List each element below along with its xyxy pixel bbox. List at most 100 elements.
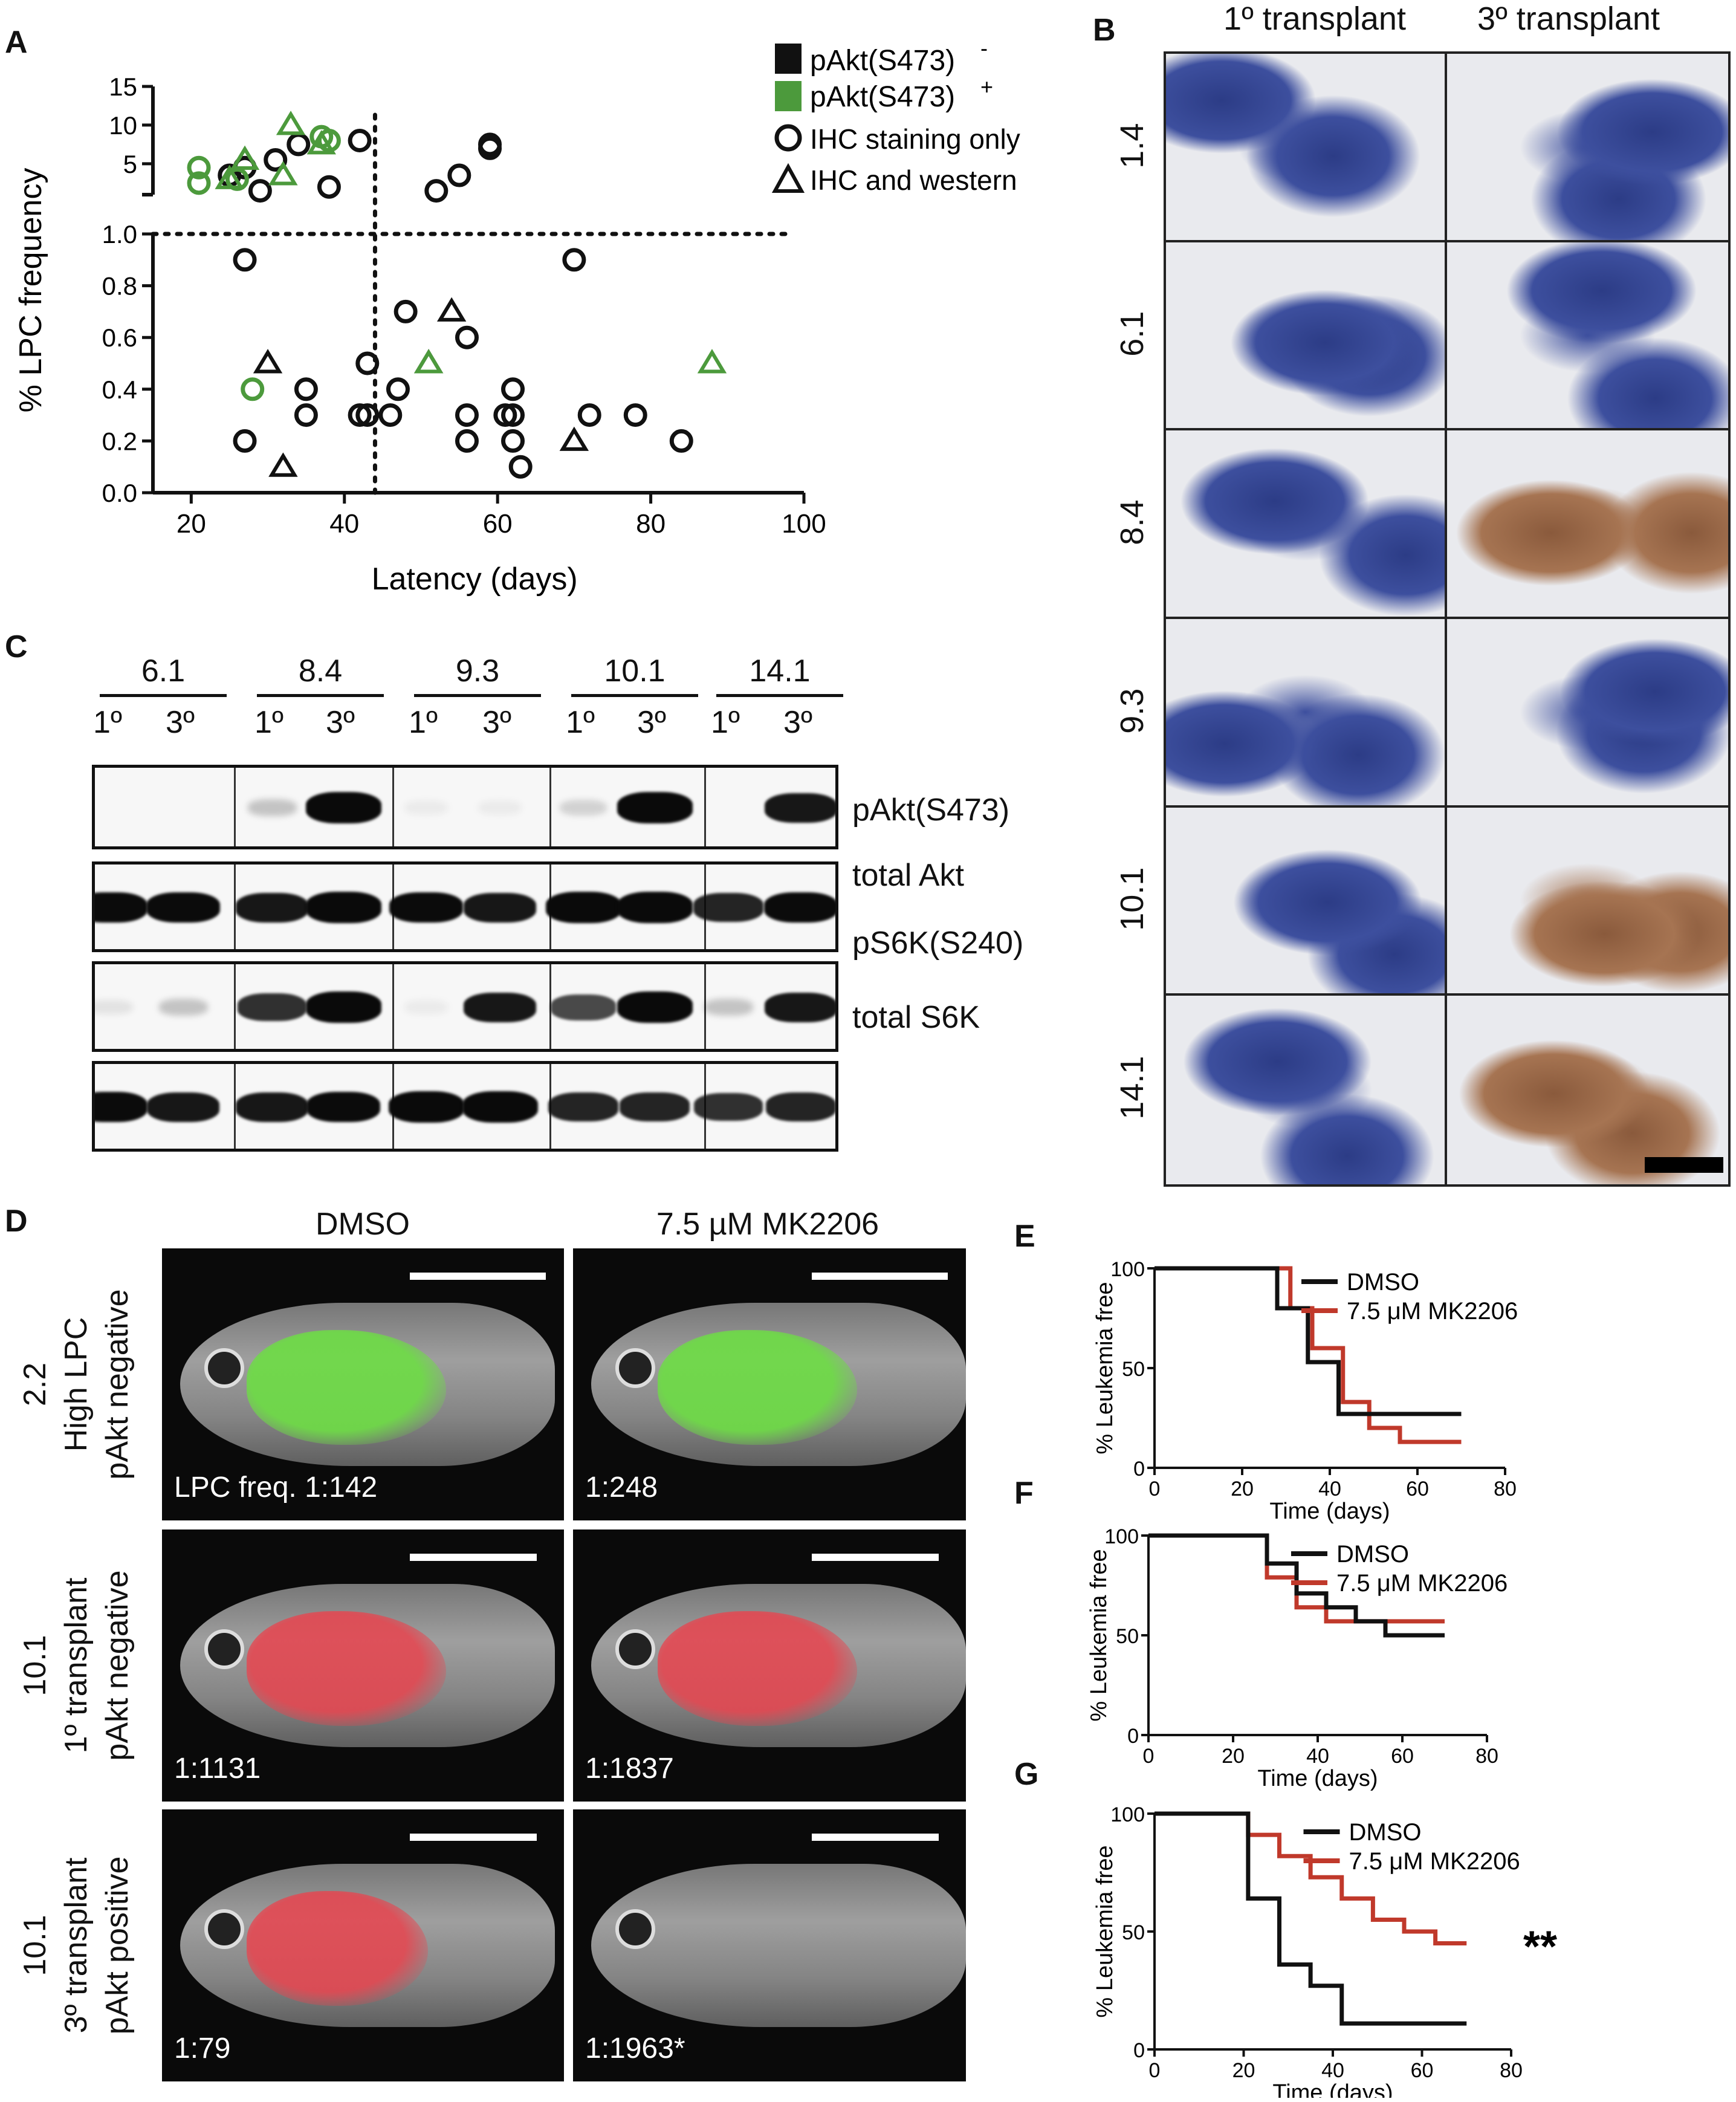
data-point-circle xyxy=(394,299,418,323)
blot-band xyxy=(236,892,308,923)
x-tick-label: 60 xyxy=(1406,1478,1429,1500)
y-tick-label: 1.0 xyxy=(102,220,137,248)
panel-label-g: G xyxy=(1014,1757,1039,1792)
blot-band xyxy=(247,799,297,816)
ihc-3o-tile-10.1 xyxy=(1447,807,1728,996)
scale-bar xyxy=(1645,1157,1723,1173)
data-point-circle xyxy=(233,248,257,272)
blot-lane-3o: 3º xyxy=(326,705,355,740)
ihc-row-label: 1.4 xyxy=(1114,123,1150,169)
blot-band xyxy=(404,800,449,815)
fish-row-label: 10.1 xyxy=(18,1635,53,1696)
data-point-circle xyxy=(264,148,288,172)
legend-circle-icon xyxy=(774,124,802,152)
fish-row-label: High LPC xyxy=(59,1317,94,1452)
scale-bar xyxy=(410,1554,537,1561)
fish-row-label: 10.1 xyxy=(18,1915,53,1976)
lpc-frequency-text: 1:79 xyxy=(174,2032,231,2065)
ihc-3o-tile-14.1 xyxy=(1447,996,1728,1184)
blot-band xyxy=(306,1091,381,1123)
x-axis-label: Time (days) xyxy=(1257,1766,1378,1791)
blot-band xyxy=(305,792,381,823)
ihc-1o-tile-8.4 xyxy=(1166,430,1447,619)
ihc-3o-tile-6.1 xyxy=(1447,242,1728,431)
x-tick-label: 40 xyxy=(1321,2059,1344,2082)
y-tick-label: 50 xyxy=(1116,1625,1139,1648)
y-tick-label: 0.4 xyxy=(102,375,137,404)
blot-strip-ps6ks240 xyxy=(92,961,838,1052)
data-point-circle xyxy=(287,132,311,157)
survival-plots-efg: 0 50 100 0 20 40 60 80 Time (days) % Leukemia fre… xyxy=(1086,1258,1557,2098)
lpc-frequency-text: 1:1837 xyxy=(585,1753,674,1785)
blot-band xyxy=(765,992,835,1022)
fish-row-label: 1º transplant xyxy=(59,1577,94,1754)
data-point-triangle xyxy=(436,297,467,322)
ihc-3o-tile-8.4 xyxy=(1447,430,1728,619)
x-tick-label: 0 xyxy=(1149,1478,1161,1500)
blot-sample-10.1: 10.1 xyxy=(604,654,666,689)
fish-image-mk2206: 1:1963* xyxy=(573,1809,966,2081)
legend-swatch-positive xyxy=(775,81,802,111)
survival-curve-dmso xyxy=(1155,1266,1462,1416)
ihc-row-label: 14.1 xyxy=(1114,1056,1150,1120)
x-tick-label: 40 xyxy=(329,509,359,539)
blot-band xyxy=(238,993,306,1021)
blot-band xyxy=(545,892,621,923)
data-point-circle xyxy=(478,136,502,160)
blot-lane-1o: 1º xyxy=(566,705,595,740)
fish-row-label: 3º transplant xyxy=(59,1857,94,2034)
scale-bar xyxy=(812,1273,948,1280)
fish-image-mk2206: 1:248 xyxy=(573,1248,966,1520)
blot-band xyxy=(478,800,522,815)
blot-band xyxy=(236,1092,308,1122)
blot-lane-3o: 3º xyxy=(482,705,511,740)
legend-dmso: DMSO xyxy=(1349,1819,1422,1846)
x-tick-label: 20 xyxy=(177,509,206,539)
data-point-circle xyxy=(355,403,380,427)
scale-bar xyxy=(812,1554,939,1561)
blot-sample-8.4: 8.4 xyxy=(298,654,343,689)
y-tick-label: 100 xyxy=(1110,1258,1145,1281)
ihc-row-label: 10.1 xyxy=(1114,867,1150,932)
panel-label-e: E xyxy=(1014,1219,1035,1254)
panel-label-b: B xyxy=(1093,13,1116,48)
blot-band xyxy=(462,1091,538,1123)
ihc-1o-tile-6.1 xyxy=(1166,242,1447,431)
data-point-circle xyxy=(355,351,380,375)
data-point-circle xyxy=(455,403,479,427)
blot-band xyxy=(305,892,381,923)
significance-marker: ** xyxy=(1523,1923,1557,1971)
ihc-3o-tile-1.4 xyxy=(1447,54,1728,242)
legend-ihc-western: IHC and western xyxy=(810,164,1017,196)
data-point-circle xyxy=(669,429,693,453)
blot-lane-1o: 1º xyxy=(93,705,122,740)
lpc-frequency-text: 1:248 xyxy=(585,1471,658,1504)
blot-sample-underline xyxy=(414,694,541,697)
svg-text:-: - xyxy=(980,36,988,60)
data-point-triangle xyxy=(559,426,589,451)
data-point-circle xyxy=(493,403,517,427)
data-point-circle xyxy=(501,429,525,453)
data-point-circle xyxy=(294,403,318,427)
y-tick-label: 50 xyxy=(1122,1358,1145,1381)
data-point-circle xyxy=(623,403,647,427)
x-axis-label: Latency (days) xyxy=(372,562,578,597)
panel-label-d: D xyxy=(5,1204,28,1239)
blot-band xyxy=(95,999,134,1015)
data-point-circle xyxy=(378,403,403,427)
x-tick-label: 0 xyxy=(1149,2059,1161,2082)
blot-lane-3o: 3º xyxy=(166,705,195,740)
y-tick-label: 0 xyxy=(1127,1725,1139,1748)
x-tick-label: 80 xyxy=(1500,2059,1523,2082)
lpc-frequency-text: 1:1131 xyxy=(174,1753,261,1785)
fish-image-dmso: LPC freq. 1:142 xyxy=(162,1248,564,1520)
data-point-triangle xyxy=(268,452,298,477)
fish-image-dmso: 1:1131 xyxy=(162,1529,564,1802)
blot-band xyxy=(693,893,764,922)
fish-col-dmso: DMSO xyxy=(316,1207,410,1242)
ihc-1o-tile-10.1 xyxy=(1166,807,1447,996)
blot-band xyxy=(404,1000,449,1014)
data-point-circle xyxy=(386,377,410,401)
blot-band xyxy=(158,999,208,1016)
legend-pakt-positive: pAkt(S473) xyxy=(810,81,955,113)
